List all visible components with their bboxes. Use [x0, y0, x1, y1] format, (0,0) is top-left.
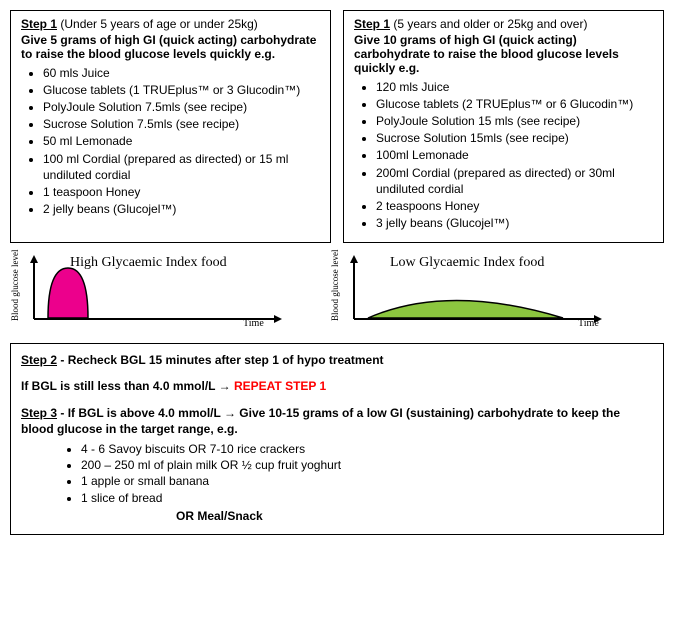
- step1-right-label: Step 1: [354, 17, 390, 31]
- x-axis-label: Time: [243, 318, 264, 329]
- step1-left-box: Step 1 (Under 5 years of age or under 25…: [10, 10, 331, 243]
- step2-line2-prefix: If BGL is still less than 4.0 mmol/L →: [21, 379, 234, 393]
- list-item: Glucose tablets (1 TRUEplus™ or 3 Glucod…: [43, 82, 320, 98]
- list-item: 2 teaspoons Honey: [376, 198, 653, 214]
- high-gi-curve: [48, 268, 88, 318]
- list-item: Sucrose Solution 15mls (see recipe): [376, 130, 653, 146]
- list-item: 4 - 6 Savoy biscuits OR 7-10 rice cracke…: [81, 441, 653, 457]
- list-item: 200 – 250 ml of plain milk OR ½ cup frui…: [81, 457, 653, 473]
- y-arrow-icon: [30, 255, 38, 263]
- step2-label: Step 2: [21, 353, 57, 367]
- step2-text: - Recheck BGL 15 minutes after step 1 of…: [60, 353, 383, 367]
- step3-line: Step 3 - If BGL is above 4.0 mmol/L → Gi…: [21, 405, 653, 437]
- step1-left-label: Step 1: [21, 17, 57, 31]
- or-meal-snack: OR Meal/Snack: [176, 508, 653, 524]
- step1-left-suffix: (Under 5 years of age or under 25kg): [60, 17, 257, 31]
- list-item: 1 teaspoon Honey: [43, 184, 320, 200]
- list-item: Sucrose Solution 7.5mls (see recipe): [43, 116, 320, 132]
- step1-right-header: Step 1 (5 years and older or 25kg and ov…: [354, 17, 653, 33]
- list-item: PolyJoule Solution 7.5mls (see recipe): [43, 99, 320, 115]
- step1-left-header: Step 1 (Under 5 years of age or under 25…: [21, 17, 320, 33]
- low-gi-curve: [368, 301, 563, 319]
- step2-line1: Step 2 - Recheck BGL 15 minutes after st…: [21, 352, 653, 368]
- list-item: 100 ml Cordial (prepared as directed) or…: [43, 151, 320, 183]
- step1-right-box: Step 1 (5 years and older or 25kg and ov…: [343, 10, 664, 243]
- list-item: 60 mls Juice: [43, 65, 320, 81]
- list-item: 2 jelly beans (Glucojel™): [43, 201, 320, 217]
- step1-right-list: 120 mls Juice Glucose tablets (2 TRUEplu…: [354, 79, 653, 232]
- chart-title: Low Glycaemic Index food: [390, 255, 544, 271]
- list-item: 200ml Cordial (prepared as directed) or …: [376, 165, 653, 197]
- low-gi-chart: Blood glucose level Low Glycaemic Index …: [338, 253, 618, 331]
- step1-right-instruction: Give 10 grams of high GI (quick acting) …: [354, 33, 653, 75]
- chart-title: High Glycaemic Index food: [70, 255, 227, 271]
- step1-right-suffix: (5 years and older or 25kg and over): [393, 17, 587, 31]
- list-item: 120 mls Juice: [376, 79, 653, 95]
- step1-left-list: 60 mls Juice Glucose tablets (1 TRUEplus…: [21, 65, 320, 218]
- step3-text: - If BGL is above 4.0 mmol/L → Give 10-1…: [21, 406, 620, 436]
- list-item: Glucose tablets (2 TRUEplus™ or 6 Glucod…: [376, 96, 653, 112]
- x-arrow-icon: [274, 315, 282, 323]
- step3-label: Step 3: [21, 406, 57, 420]
- step1-row: Step 1 (Under 5 years of age or under 25…: [10, 10, 664, 243]
- list-item: 1 slice of bread: [81, 490, 653, 506]
- list-item: 100ml Lemonade: [376, 147, 653, 163]
- repeat-step1-text: REPEAT STEP 1: [234, 379, 326, 393]
- step2-line2: If BGL is still less than 4.0 mmol/L → R…: [21, 378, 653, 394]
- y-axis-label: Blood glucose level: [330, 250, 340, 322]
- list-item: 3 jelly beans (Glucojel™): [376, 215, 653, 231]
- charts-row: Blood glucose level High Glycaemic Index…: [18, 253, 664, 331]
- high-gi-chart: Blood glucose level High Glycaemic Index…: [18, 253, 298, 331]
- list-item: 1 apple or small banana: [81, 473, 653, 489]
- step2-box: Step 2 - Recheck BGL 15 minutes after st…: [10, 343, 664, 535]
- x-axis-label: Time: [578, 318, 599, 329]
- y-axis-label: Blood glucose level: [10, 250, 20, 322]
- list-item: 50 ml Lemonade: [43, 133, 320, 149]
- step3-list: 4 - 6 Savoy biscuits OR 7-10 rice cracke…: [61, 441, 653, 506]
- list-item: PolyJoule Solution 15 mls (see recipe): [376, 113, 653, 129]
- step1-left-instruction: Give 5 grams of high GI (quick acting) c…: [21, 33, 320, 61]
- y-arrow-icon: [350, 255, 358, 263]
